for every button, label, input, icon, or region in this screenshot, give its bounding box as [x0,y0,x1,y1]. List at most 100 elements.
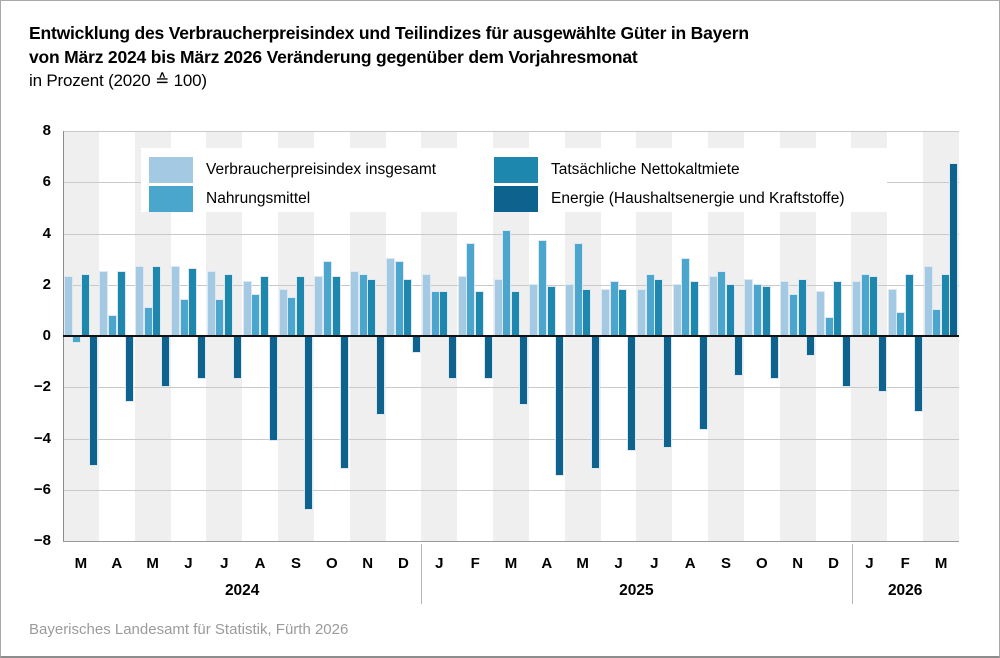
bar-miete-m11 [475,292,483,336]
bar-nahrung-m7 [324,261,331,336]
bar-vpi-m10 [422,274,430,336]
bar-vpi-m5 [243,282,251,336]
bar-energie-m24 [950,164,958,336]
bar-miete-m0 [81,274,89,336]
bar-miete-m17 [691,282,698,336]
month-label: A [111,555,123,572]
bar-vpi-m4 [207,271,215,336]
month-label: J [184,555,193,572]
bar-miete-m19 [762,287,770,336]
bar-vpi-m17 [673,284,681,337]
bar-energie-m10 [448,337,456,378]
bar-nahrung-m22 [861,274,869,336]
bar-nahrung-m5 [252,295,260,336]
bar-energie-m21 [842,337,850,386]
bar-vpi-m14 [566,284,574,337]
month-label: J [435,555,444,572]
bar-energie-m18 [735,337,743,376]
bar-energie-m0 [90,337,98,466]
bar-energie-m8 [377,337,385,414]
gridline [63,387,959,389]
legend-label-vpi: Verbraucherpreisindex insgesamt [206,161,437,178]
bar-nahrung-m9 [395,261,403,336]
y-axis-label: −4 [33,429,51,447]
bar-vpi-m21 [817,292,825,336]
bar-miete-m4 [225,274,233,336]
bar-vpi-m22 [853,282,860,336]
y-axis-label: 8 [42,122,51,139]
bar-miete-m6 [296,277,304,336]
bar-nahrung-m10 [431,292,439,336]
bar-vpi-m1 [100,271,108,336]
bar-nahrung-m20 [789,295,797,336]
legend-label-miete: Tatsächliche Nettokaltmiete [551,161,740,178]
bar-vpi-m19 [745,279,753,336]
bar-energie-m3 [197,337,205,378]
legend-swatch-nahrung [149,186,193,212]
bar-vpi-m9 [387,259,395,336]
bar-miete-m12 [511,292,519,336]
month-label: M [934,555,948,572]
bar-miete-m9 [404,279,412,336]
title-line-2: von März 2024 bis März 2026 Veränderung … [29,47,638,67]
bar-vpi-m12 [494,279,502,336]
bar-energie-m12 [520,337,528,404]
bar-vpi-m20 [781,282,789,336]
month-label: F [900,555,910,572]
legend-swatch-energie [494,186,538,212]
bar-nahrung-m4 [216,300,224,336]
bar-nahrung-m14 [574,243,582,337]
legend-label-energie: Energie (Haushaltsenergie und Kraftstoff… [551,190,845,207]
bar-energie-m1 [126,337,134,402]
chart-title: Entwicklung des Verbraucherpreisindex un… [29,21,749,93]
bar-vpi-m3 [172,266,180,336]
bar-energie-m9 [412,337,420,353]
bar-miete-m15 [619,289,627,336]
month-label: J [220,555,229,572]
y-axis-label: −2 [33,378,51,396]
gridline [63,284,959,286]
bar-nahrung-m3 [180,300,188,336]
bar-nahrung-m12 [503,230,511,336]
bar-miete-m23 [906,274,914,336]
month-label: D [828,555,839,572]
bar-nahrung-m1 [108,315,116,336]
month-label: O [756,555,768,572]
bar-vpi-m23 [888,289,896,336]
bar-vpi-m16 [637,289,645,336]
bar-energie-m7 [341,337,349,468]
bar-energie-m13 [556,337,564,476]
y-axis-label: 0 [42,327,51,344]
title-line-3: in Prozent (2020 ≙ 100) [29,71,207,90]
y-axis-label: 4 [42,224,51,242]
month-label: N [792,555,804,572]
bar-miete-m14 [583,289,591,336]
legend-swatch-vpi [149,157,193,183]
bar-vpi-m0 [64,277,72,336]
bar-energie-m2 [162,337,169,386]
bar-energie-m20 [807,337,815,355]
month-label: O [325,555,338,572]
month-label: D [398,555,409,572]
bar-miete-m10 [440,292,448,336]
legend-swatch-miete [494,157,538,183]
bar-nahrung-m18 [718,271,726,336]
month-label: M [504,555,518,572]
bar-energie-m11 [484,337,492,378]
bar-nahrung-m13 [539,241,547,336]
bar-nahrung-m0 [73,337,81,343]
bar-vpi-m2 [136,266,144,336]
bar-nahrung-m8 [359,274,367,336]
gridline [63,233,959,235]
bar-energie-m6 [305,337,313,509]
bar-vpi-m24 [924,266,932,336]
bar-nahrung-m16 [646,274,654,336]
gridline [63,438,959,440]
month-label: F [470,555,480,572]
bar-energie-m14 [592,337,600,468]
month-label: S [721,555,732,572]
year-label: 2026 [887,582,923,599]
bar-energie-m17 [699,337,707,430]
bar-energie-m23 [914,337,922,412]
bar-nahrung-m23 [897,312,905,336]
